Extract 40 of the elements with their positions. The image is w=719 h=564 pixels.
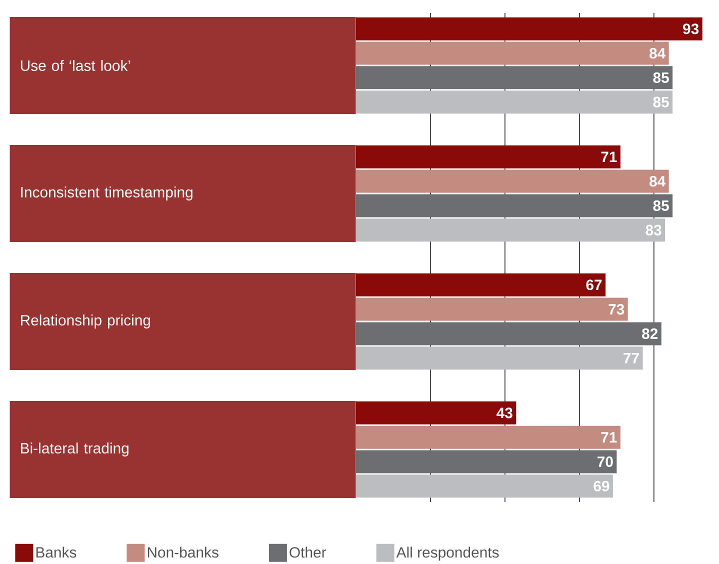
legend-label: Non-banks <box>148 546 218 558</box>
bar <box>356 66 673 90</box>
data-label: 83 <box>646 224 662 236</box>
bar <box>356 145 620 168</box>
data-label: 84 <box>649 48 666 59</box>
data-label: 71 <box>601 152 617 162</box>
data-label: 85 <box>653 96 669 108</box>
data-label: 71 <box>601 432 617 442</box>
bar <box>356 298 628 321</box>
bar <box>356 218 666 242</box>
bar <box>356 90 673 114</box>
bar <box>356 194 673 218</box>
data-label: 43 <box>496 408 512 418</box>
bar <box>356 273 606 296</box>
bar <box>356 322 662 346</box>
data-label: 77 <box>624 352 639 364</box>
y-tick-label: Use of ‘last look’ <box>20 60 130 71</box>
data-label: 70 <box>598 456 613 467</box>
data-label: 85 <box>653 200 669 211</box>
bar <box>356 450 617 474</box>
data-label: 93 <box>683 24 699 34</box>
bar <box>356 346 643 370</box>
y-tick-label: Relationship pricing <box>21 314 150 328</box>
legend-label: Other <box>290 546 326 558</box>
bar <box>356 474 613 498</box>
y-tick-label: Bi-lateral trading <box>21 442 128 456</box>
bar <box>356 42 669 65</box>
data-label: 84 <box>649 176 666 187</box>
bar <box>356 17 702 40</box>
legend-label: Banks <box>36 546 76 558</box>
bar <box>356 401 516 424</box>
data-label: 82 <box>642 328 658 339</box>
bar <box>356 426 620 449</box>
bar <box>356 170 669 193</box>
y-tick-label: Inconsistent timestamping <box>21 186 192 200</box>
legend-label: All respondents <box>396 546 499 561</box>
data-label: 69 <box>594 480 610 492</box>
data-label: 85 <box>653 72 669 83</box>
data-label: 73 <box>608 304 624 315</box>
data-label: 67 <box>586 280 602 290</box>
